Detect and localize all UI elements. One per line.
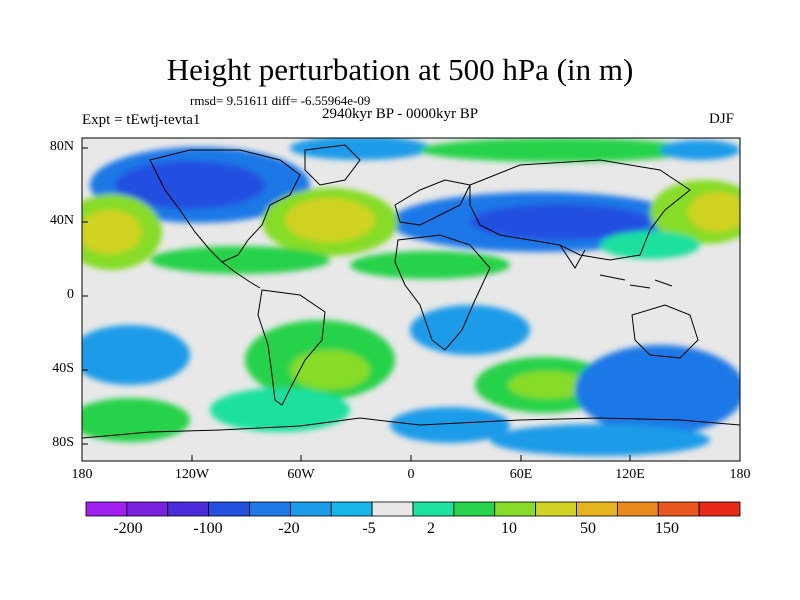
colorbar-label: -5: [362, 520, 376, 537]
lat-tick-label: 40N: [49, 213, 74, 228]
lon-tick-label: 60E: [509, 467, 533, 482]
lat-tick-label: 0: [67, 287, 74, 302]
lon-tick-label: 180: [729, 467, 751, 482]
lon-tick-label: 0: [407, 467, 415, 482]
lat-tick-label: 40S: [52, 361, 74, 376]
colorbar-swatch: [698, 501, 741, 517]
colorbar-label: 50: [580, 520, 596, 537]
colorbar-swatch: [126, 501, 169, 517]
colorbar-swatch: [208, 501, 250, 517]
map-plot-area: [82, 138, 740, 461]
lon-tick-label: 120W: [174, 467, 210, 482]
stats-label: rmsd= 9.51611 diff= -6.55964e-09: [190, 93, 371, 108]
colorbar-label: -200: [113, 520, 143, 537]
colorbar-swatch: [616, 501, 659, 517]
colorbar-swatch: [289, 501, 332, 517]
colorbar-swatch: [657, 501, 700, 517]
lat-tick-label: 80S: [52, 435, 74, 450]
colorbar: [85, 501, 741, 517]
colorbar-label: 2: [427, 520, 435, 537]
lon-tick-label: 120E: [615, 467, 645, 482]
colorbar-label: -20: [278, 520, 300, 537]
colorbar-swatch: [576, 501, 618, 517]
colorbar-label: -100: [193, 520, 223, 537]
lon-tick-label: 60W: [287, 467, 315, 482]
colorbar-swatch: [494, 501, 537, 517]
colorbar-label: 150: [655, 520, 679, 537]
colorbar-swatch: [371, 501, 414, 517]
coastlines: [82, 144, 740, 439]
figure-title: Height perturbation at 500 hPa (in m): [166, 52, 634, 87]
field-layer: [82, 138, 740, 456]
colorbar-swatch: [330, 501, 373, 517]
colorbar-swatch: [249, 501, 291, 517]
colorbar-swatch: [412, 501, 455, 517]
period-label: 2940kyr BP - 0000kyr BP: [322, 106, 479, 122]
lon-tick-label: 180: [71, 467, 93, 482]
colorbar-swatch: [85, 501, 128, 517]
tick-marks: [81, 147, 741, 461]
experiment-label: Expt = tEwtj-tevta1: [82, 112, 201, 128]
colorbar-swatch: [167, 501, 210, 517]
colorbar-swatch: [453, 501, 496, 517]
season-label: DJF: [709, 111, 735, 127]
lat-tick-label: 80N: [49, 139, 74, 154]
colorbar-swatch: [535, 501, 577, 517]
colorbar-label: 10: [501, 520, 517, 537]
